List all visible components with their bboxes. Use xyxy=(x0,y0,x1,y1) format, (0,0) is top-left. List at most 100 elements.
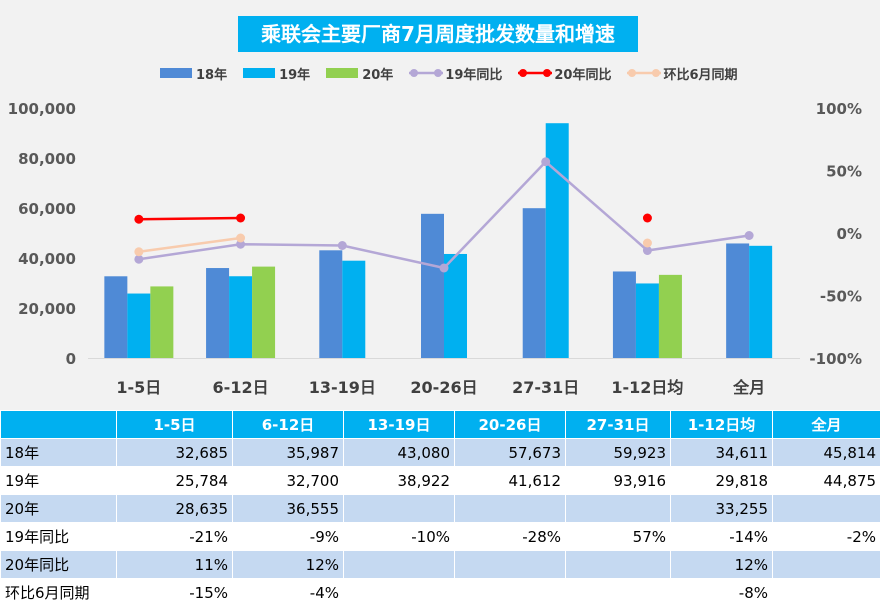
table-cell: 34,611 xyxy=(670,438,773,467)
bar-20年 xyxy=(658,274,682,358)
point-环比6月同期 xyxy=(134,247,144,257)
table-cell xyxy=(772,550,880,579)
point-19年同比 xyxy=(236,239,246,249)
point-20年同比 xyxy=(236,213,246,223)
chart-title: 乘联会主要厂商7月周度批发数量和增速 xyxy=(238,16,638,52)
table-cell: 45,814 xyxy=(772,438,880,467)
bar-20年 xyxy=(252,266,276,358)
table-cell: -10% xyxy=(343,522,455,551)
legend-swatch-20 xyxy=(326,68,359,78)
legend-label-19: 19年 xyxy=(279,67,311,83)
legend-label-20: 20年 xyxy=(362,67,394,83)
y-left-tick-label: 20,000 xyxy=(18,300,76,318)
point-19年同比 xyxy=(642,246,652,255)
line-20年同比 xyxy=(138,216,241,221)
table-cell: 32,700 xyxy=(232,466,344,495)
point-20年同比 xyxy=(642,213,652,223)
table-cell: 57% xyxy=(565,522,671,551)
table-header-cell: 6-12日 xyxy=(232,410,344,439)
table-cell xyxy=(343,578,455,607)
y-right-tick-label: 50% xyxy=(826,163,862,181)
legend-item-19: 19年 xyxy=(243,64,310,83)
table-header-cell: 全月 xyxy=(772,410,880,439)
table-cell: 41,612 xyxy=(454,466,566,495)
table-cell: 11% xyxy=(116,550,233,579)
point-19年同比 xyxy=(337,241,347,250)
bar-18年 xyxy=(522,208,546,358)
bar-18年 xyxy=(104,276,128,358)
table-header-cell: 1-12日均 xyxy=(670,410,773,439)
bar-19年 xyxy=(545,123,569,359)
table-cell xyxy=(454,494,566,523)
bar-19年 xyxy=(127,293,151,358)
legend-swatch-19 xyxy=(243,68,276,78)
table-cell: -8% xyxy=(670,578,773,607)
table-row: 20年同比 11% 12% 12% xyxy=(0,550,880,579)
table-cell: 44,875 xyxy=(772,466,880,495)
table-row: 环比6月同期 -15% -4% -8% xyxy=(0,578,880,607)
legend-swatch-18 xyxy=(160,68,192,78)
row-label: 18年 xyxy=(0,438,117,467)
bar-19年 xyxy=(342,260,366,358)
table-cell xyxy=(565,578,671,607)
table-header-cell xyxy=(0,410,117,439)
table-cell: 33,255 xyxy=(670,494,773,523)
point-环比6月同期 xyxy=(236,233,246,243)
legend-item-mom: 环比6月同期 xyxy=(627,64,738,83)
line-环比6月同期 xyxy=(138,236,241,253)
x-tick-label: 1-12日均 xyxy=(611,378,683,397)
table-cell xyxy=(343,550,455,579)
table-cell: -28% xyxy=(454,522,566,551)
table-cell: 57,673 xyxy=(454,438,566,467)
table-cell: -9% xyxy=(232,522,344,551)
table-cell: -21% xyxy=(116,522,233,551)
table-cell: -14% xyxy=(670,522,773,551)
line-19年同比 xyxy=(138,160,750,270)
point-20年同比 xyxy=(134,214,144,224)
table-header-row: 1-5日 6-12日 13-19日 20-26日 27-31日 1-12日均 全… xyxy=(0,410,880,439)
y-left-tick-label: 40,000 xyxy=(18,250,76,268)
table-cell: 35,987 xyxy=(232,438,344,467)
table-cell xyxy=(565,494,671,523)
legend: 18年 19年 20年 19年同比 20年同比 xyxy=(160,62,754,84)
table-cell: 38,922 xyxy=(343,466,455,495)
legend-item-yoy19: 19年同比 xyxy=(409,64,502,83)
bar-18年 xyxy=(206,268,230,358)
y-right-tick-label: 0% xyxy=(837,225,862,243)
y-right-tick-label: -100% xyxy=(809,350,862,368)
row-label: 19年同比 xyxy=(0,522,117,551)
x-tick-label: 1-5日 xyxy=(116,378,161,397)
y-left-tick-label: 60,000 xyxy=(18,200,76,218)
point-19年同比 xyxy=(134,254,144,264)
table-cell xyxy=(772,578,880,607)
table-cell: 25,784 xyxy=(116,466,233,495)
y-right-tick-label: 100% xyxy=(816,100,862,118)
y-left-tick-label: 0 xyxy=(66,350,76,368)
point-19年同比 xyxy=(541,157,551,167)
y-right-tick-label: -50% xyxy=(820,288,862,306)
bar-18年 xyxy=(421,213,444,358)
table-cell: 32,685 xyxy=(116,438,233,467)
legend-label-yoy20: 20年同比 xyxy=(554,67,612,83)
point-19年同比 xyxy=(439,263,449,273)
point-19年同比 xyxy=(744,231,754,240)
point-环比6月同期 xyxy=(642,238,652,248)
x-tick-label: 全月 xyxy=(732,378,765,397)
table-cell xyxy=(454,578,566,607)
table-cell: -15% xyxy=(116,578,233,607)
table-row: 19年 25,784 32,700 38,922 41,612 93,916 2… xyxy=(0,466,880,495)
table-header-cell: 13-19日 xyxy=(343,410,455,439)
legend-line-yoy20 xyxy=(518,69,553,77)
legend-item-20: 20年 xyxy=(326,64,393,83)
legend-line-mom xyxy=(627,69,662,77)
table-row: 18年 32,685 35,987 43,080 57,673 59,923 3… xyxy=(0,438,880,467)
legend-item-yoy20: 20年同比 xyxy=(518,64,611,83)
table-cell: -4% xyxy=(232,578,344,607)
table-cell: 29,818 xyxy=(670,466,773,495)
row-label: 20年 xyxy=(0,494,117,523)
row-label: 环比6月同期 xyxy=(0,578,117,607)
bar-19年 xyxy=(444,253,467,358)
table-cell: 93,916 xyxy=(565,466,671,495)
table-cell: -2% xyxy=(772,522,880,551)
plot-svg: 0 20,000 40,000 60,000 80,000 100,000 -100% -50… xyxy=(8,100,862,397)
